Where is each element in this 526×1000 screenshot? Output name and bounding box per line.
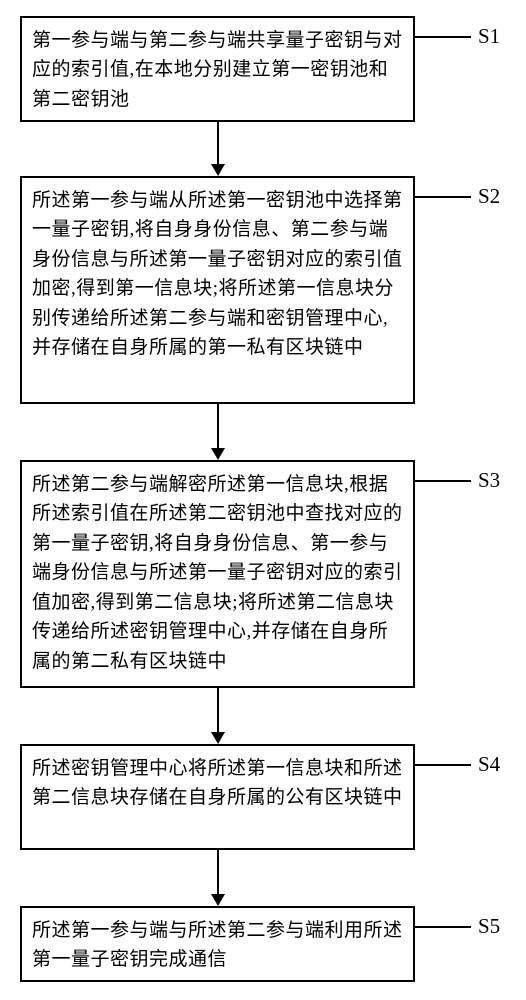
step-label-s1: S1 xyxy=(478,24,500,49)
arrow-head-s1-s2 xyxy=(211,164,225,176)
step-label-s4: S4 xyxy=(478,752,500,777)
arrow-head-s4-s5 xyxy=(211,894,225,906)
flow-step-s5: 所述第一参与端与所述第二参与端利用所述第一量子密钥完成通信 xyxy=(20,906,415,982)
arrow-head-s3-s4 xyxy=(211,732,225,744)
arrow-line-s1-s2 xyxy=(217,122,219,164)
flow-step-s2: 所述第一参与端从所述第一密钥池中选择第一量子密钥,将自身身份信息、第二参与端身份… xyxy=(20,176,415,404)
label-connector-s1 xyxy=(415,36,471,38)
label-connector-s5 xyxy=(415,926,471,928)
arrow-head-s2-s3 xyxy=(211,448,225,460)
flowchart-canvas: 第一参与端与第二参与端共享量子密钥与对应的索引值,在本地分别建立第一密钥池和第二… xyxy=(0,0,526,1000)
label-connector-s3 xyxy=(415,480,471,482)
arrow-line-s3-s4 xyxy=(217,688,219,732)
arrow-line-s4-s5 xyxy=(217,850,219,894)
flow-step-s4: 所述密钥管理中心将所述第一信息块和所述第二信息块存储在自身所属的公有区块链中 xyxy=(20,744,415,850)
label-connector-s4 xyxy=(415,764,471,766)
step-label-s2: S2 xyxy=(478,184,500,209)
step-label-s3: S3 xyxy=(478,468,500,493)
arrow-line-s2-s3 xyxy=(217,404,219,448)
flow-step-s1: 第一参与端与第二参与端共享量子密钥与对应的索引值,在本地分别建立第一密钥池和第二… xyxy=(20,16,415,122)
step-label-s5: S5 xyxy=(478,914,500,939)
label-connector-s2 xyxy=(415,196,471,198)
flow-step-s3: 所述第二参与端解密所述第一信息块,根据所述索引值在所述第二密钥池中查找对应的第一… xyxy=(20,460,415,688)
